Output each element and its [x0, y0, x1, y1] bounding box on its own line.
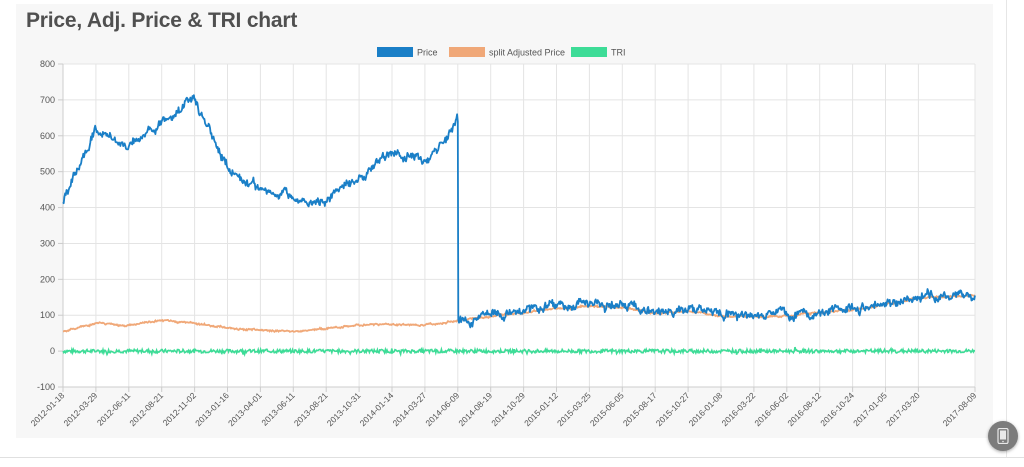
y-tick-label: 200: [40, 274, 55, 284]
x-tick-label: 2016-08-12: [785, 390, 823, 428]
mobile-view-button[interactable]: [988, 421, 1018, 451]
series-line-tri: [62, 346, 975, 358]
y-tick-label: 300: [40, 238, 55, 248]
x-tick-label: 2015-01-12: [522, 390, 560, 428]
y-tick-label: 0: [50, 346, 55, 356]
page-title: Price, Adj. Price & TRI chart: [26, 9, 298, 32]
chart-legend: Price split Adjusted Price TRI: [377, 47, 626, 58]
scrollbar-track: [1006, 0, 1007, 457]
legend-label[interactable]: split Adjusted Price: [489, 48, 565, 58]
legend-label[interactable]: Price: [417, 48, 438, 58]
x-tick-label: 2013-04-01: [226, 390, 264, 428]
x-tick-label: 2015-06-05: [588, 390, 626, 428]
y-tick-label: 600: [40, 131, 55, 141]
mobile-phone-icon: [997, 428, 1009, 444]
legend-swatch[interactable]: [449, 47, 485, 57]
x-tick-label: 2012-06-11: [95, 390, 133, 428]
x-tick-label: 2015-10-27: [654, 390, 692, 428]
x-tick-label: 2015-08-17: [621, 390, 659, 428]
x-tick-label: 2013-01-16: [193, 390, 231, 428]
x-tick-label: 2017-03-20: [884, 390, 922, 428]
legend-swatch[interactable]: [377, 47, 413, 57]
x-tick-label: 2015-03-25: [555, 390, 593, 428]
legend-label[interactable]: TRI: [611, 48, 626, 58]
x-tick-label: 2014-06-09: [423, 390, 461, 428]
x-tick-label: 2013-06-11: [259, 390, 297, 428]
x-tick-label: 2013-10-31: [325, 390, 363, 428]
x-axis: 2012-01-182012-03-292012-06-112012-08-21…: [29, 390, 979, 428]
x-tick-label: 2016-01-08: [687, 390, 725, 428]
x-tick-label: 2016-03-22: [719, 390, 757, 428]
y-tick-label: 700: [40, 95, 55, 105]
y-tick-label: -100: [37, 382, 55, 392]
x-tick-label: 2014-08-19: [456, 390, 494, 428]
y-tick-label: 800: [40, 59, 55, 69]
x-tick-label: 2012-03-29: [61, 390, 99, 428]
x-tick-label: 2016-10-24: [818, 390, 856, 428]
x-tick-label: 2016-06-02: [752, 390, 790, 428]
x-tick-label: 2012-08-21: [127, 390, 165, 428]
chart-grid: [58, 63, 976, 392]
y-axis: 800 700 600 500 400 300 200 100 0 -100: [37, 59, 55, 392]
y-tick-label: 500: [40, 167, 55, 177]
x-tick-label: 2017-01-05: [851, 390, 889, 428]
x-tick-label: 2013-08-21: [292, 390, 330, 428]
x-tick-label: 2017-08-09: [941, 390, 979, 428]
series-lines: [62, 94, 976, 358]
x-tick-label: 2014-01-14: [358, 390, 396, 428]
x-tick-label: 2014-10-29: [489, 390, 527, 428]
page-divider: [0, 457, 1024, 458]
x-tick-label: 2012-01-18: [29, 390, 67, 428]
series-line-price: [62, 94, 976, 329]
y-tick-label: 400: [40, 203, 55, 213]
legend-swatch[interactable]: [571, 47, 607, 57]
x-tick-label: 2014-03-27: [390, 390, 428, 428]
x-tick-label: 2012-11-02: [161, 390, 199, 428]
y-tick-label: 100: [40, 310, 55, 320]
plot-area: [63, 64, 975, 387]
